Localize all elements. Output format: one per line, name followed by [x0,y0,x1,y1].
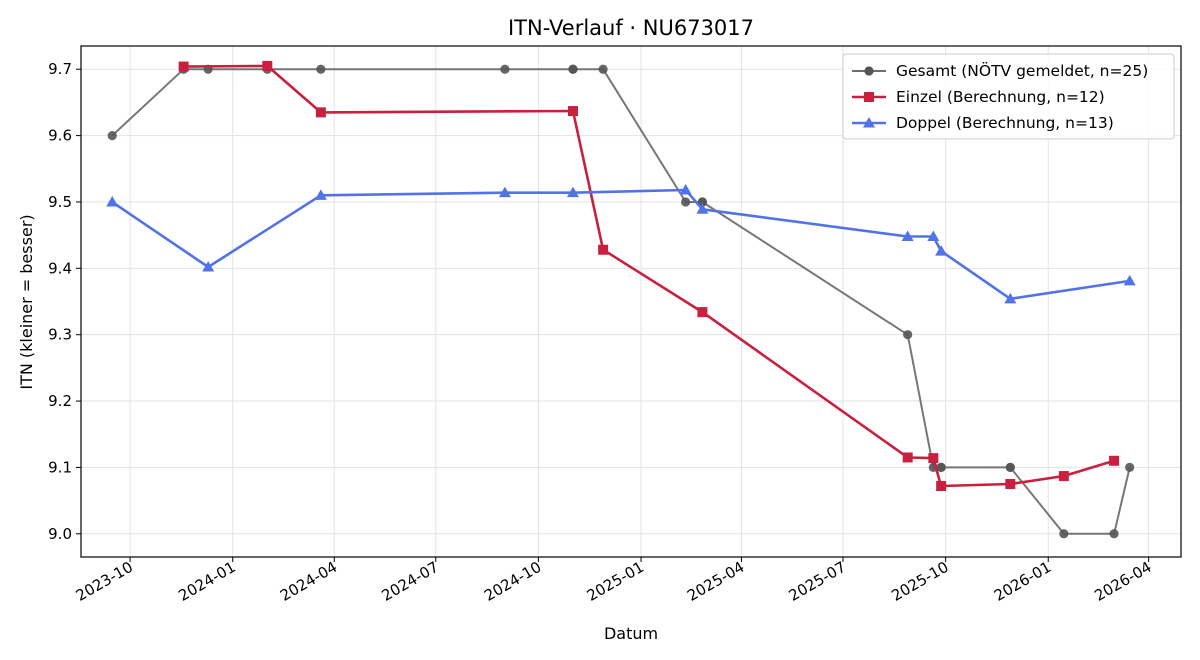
data-point [927,230,940,241]
data-point [864,92,874,102]
series-2 [106,184,1136,304]
legend-item-0: Gesamt (NÖTV gemeldet, n=25) [852,61,1148,80]
data-point [262,60,273,71]
y-axis-title: ITN (kleiner = besser) [17,214,36,389]
data-point [107,130,117,141]
data-point [903,330,913,340]
y-tick-label: 9.4 [48,259,72,277]
data-point [1125,462,1135,473]
data-point [566,186,579,198]
data-point [864,66,874,76]
data-point [1004,292,1017,304]
legend-item-1: Einzel (Berechnung, n=12) [852,88,1105,106]
legend-label: Gesamt (NÖTV gemeldet, n=25) [896,61,1148,80]
data-point [936,480,947,491]
data-point [316,64,326,74]
data-point [697,307,708,318]
data-point [498,186,511,198]
data-point [902,452,913,463]
data-point [202,260,215,272]
data-point [935,245,948,256]
data-point [568,64,578,74]
data-point [681,197,691,207]
data-point [936,462,946,473]
y-tick-label: 9.7 [48,60,72,78]
y-tick-label: 9.5 [48,193,72,211]
data-point [863,117,875,128]
data-point [696,203,709,214]
y-tick-label: 9.3 [48,326,72,344]
plot-frame [80,45,1182,558]
data-point [106,195,119,207]
data-point [679,184,692,195]
series-1 [178,60,1120,491]
legend-box [842,53,1175,140]
series-lines [106,60,1136,539]
data-point [697,197,707,207]
x-axis-title: Datum [604,624,658,643]
legend-label: Doppel (Berechnung, n=13) [896,114,1114,132]
data-point [1005,479,1016,489]
y-tick-label: 9.2 [48,392,72,410]
y-tick-label: 9.6 [48,127,72,145]
y-tick-label: 9.0 [48,525,72,543]
data-point [928,453,939,464]
data-point [1109,455,1120,466]
data-point [1058,471,1069,482]
data-point [567,106,578,117]
data-point [1109,529,1119,539]
legend: Gesamt (NÖTV gemeldet, n=25) Einzel (Bere… [842,53,1175,140]
data-point [1123,274,1136,286]
data-point [315,107,326,118]
chart-title: ITN-Verlauf · NU673017 [508,16,754,40]
data-point [598,244,609,255]
series-line [183,64,1115,488]
y-tick-label: 9.1 [48,458,72,476]
data-point [178,61,189,72]
data-point [901,230,914,241]
series-line [111,188,1130,301]
data-point [500,64,510,74]
data-point [1059,529,1069,539]
legend-item-2: Doppel (Berechnung, n=13) [852,114,1114,132]
data-point [314,189,327,200]
data-point [1005,462,1015,473]
data-point [598,64,608,74]
legend-label: Einzel (Berechnung, n=12) [896,88,1105,106]
